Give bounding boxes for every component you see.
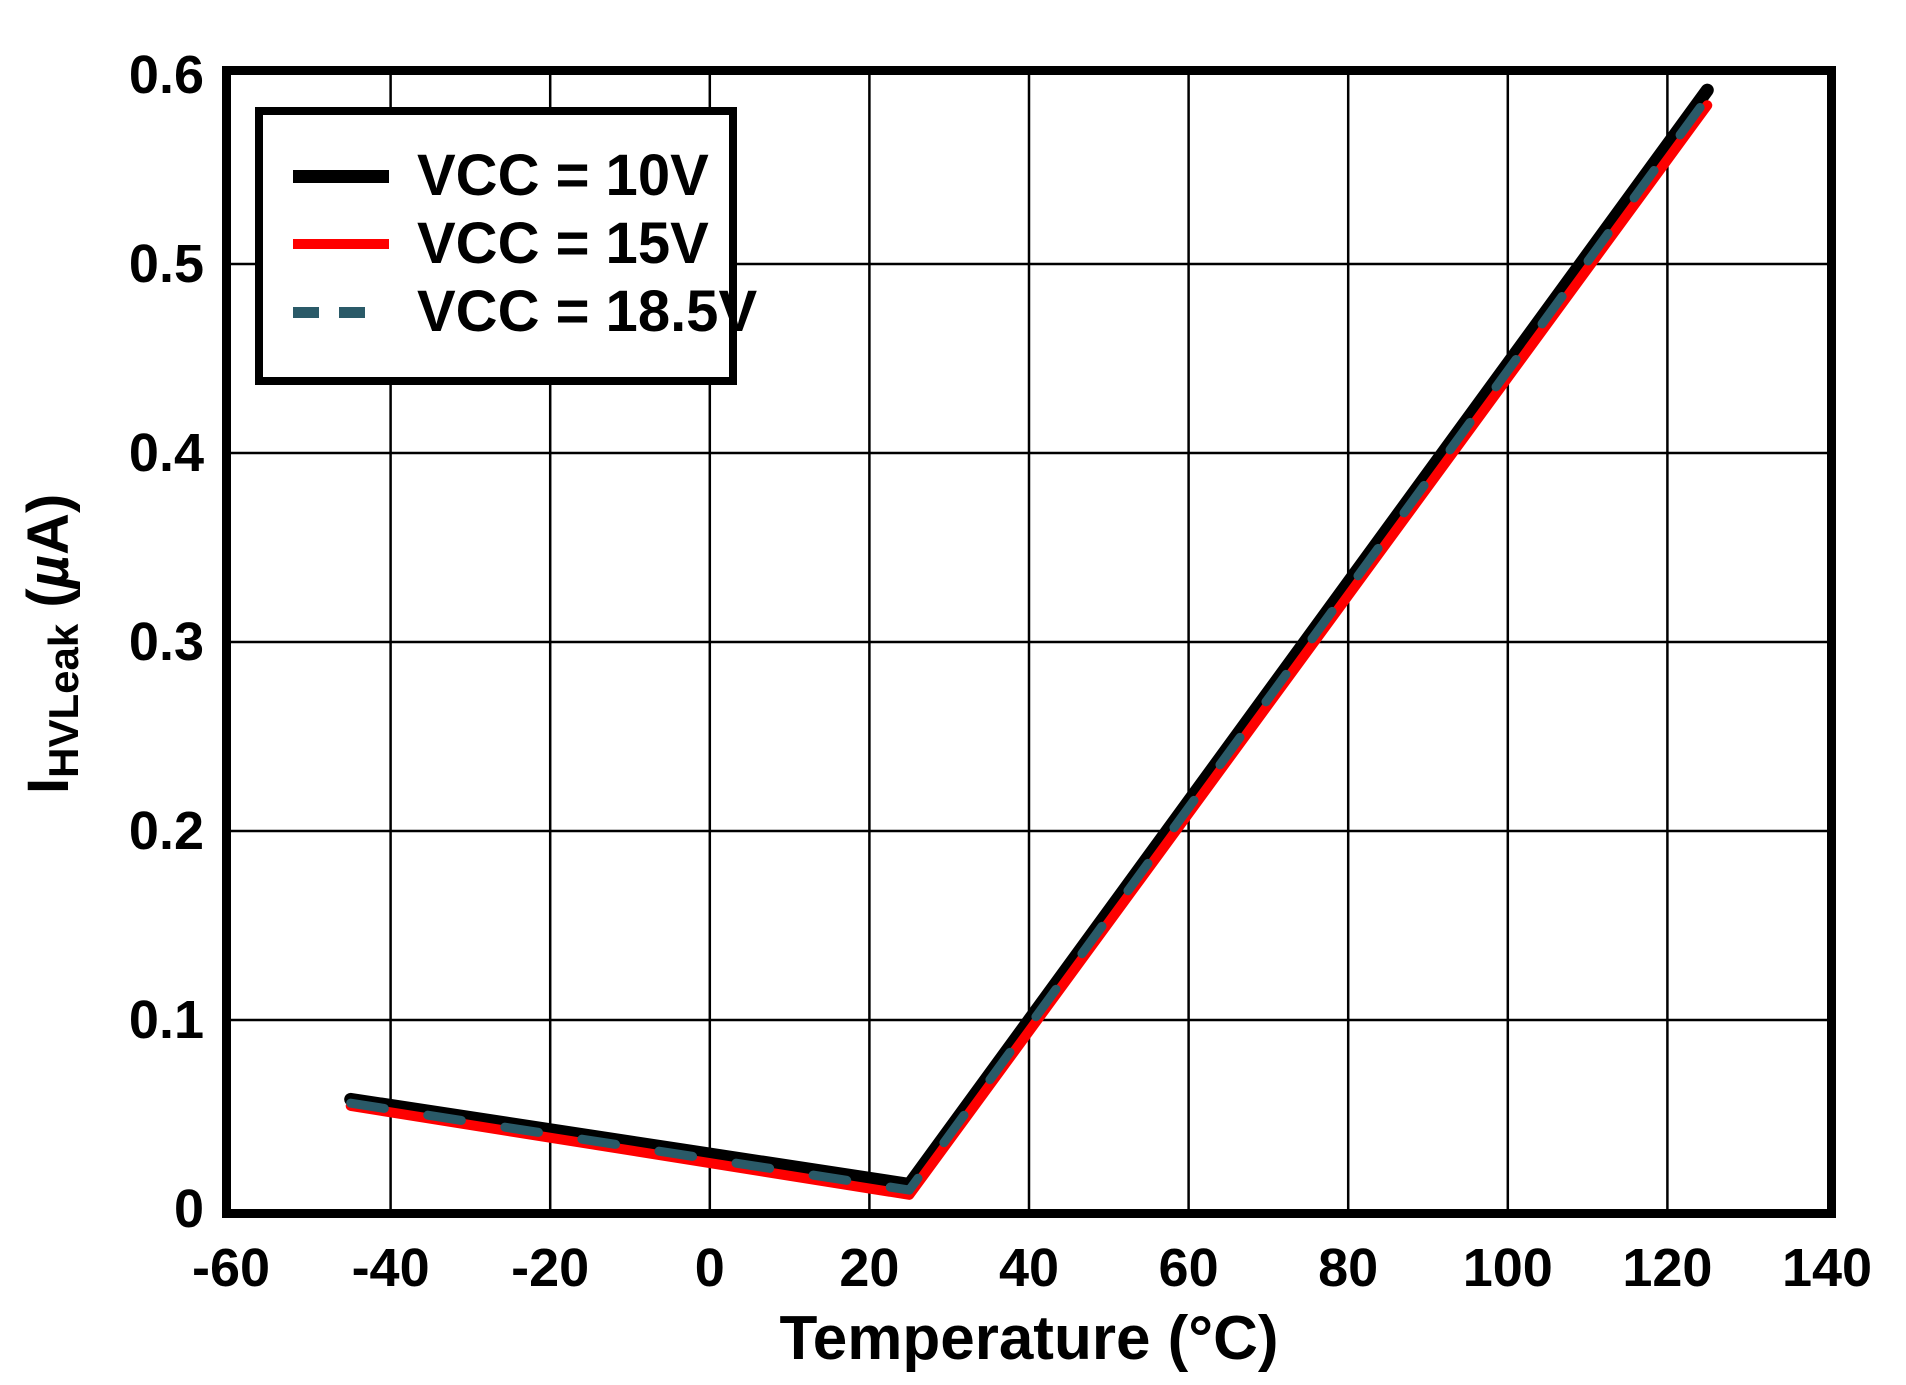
x-tick-label: -20	[511, 1238, 590, 1298]
legend-label: VCC = 18.5V	[417, 279, 758, 344]
series-line-vcc-18.5v	[346, 93, 1712, 1195]
x-tick-label: -40	[351, 1238, 430, 1298]
y-axis-unit-mu: µ	[16, 554, 81, 589]
legend-swatch-solid-black-line	[293, 169, 389, 183]
y-axis-symbol: I	[16, 777, 81, 794]
legend-swatch-solid-red-line	[293, 239, 389, 249]
y-tick-label: 0.6	[128, 45, 204, 105]
x-tick-label: -60	[191, 1238, 271, 1298]
y-tick-label: 0.2	[128, 801, 204, 861]
y-tick-label: 0.5	[128, 234, 204, 294]
x-tick-label: 140	[1781, 1238, 1873, 1298]
x-tick-label: 100	[1462, 1238, 1553, 1298]
x-tick-label: 80	[1318, 1238, 1379, 1298]
y-tick-label: 0.4	[128, 423, 204, 483]
legend-label: VCC = 10V	[417, 143, 709, 208]
y-tick-label: 0.3	[128, 612, 204, 672]
x-tick-label: 20	[839, 1238, 900, 1298]
legend-swatch-dashed-teal-line	[293, 306, 389, 318]
x-tick-label: 40	[998, 1238, 1060, 1298]
y-axis-unit-close: A)	[16, 493, 81, 555]
legend-item: VCC = 10V	[263, 142, 729, 210]
legend-item: VCC = 18.5V	[263, 278, 757, 346]
x-tick-label: 120	[1622, 1238, 1713, 1298]
y-tick-label: 0.1	[128, 990, 204, 1050]
x-axis-title: Temperature (°C)	[779, 1304, 1279, 1373]
legend-label: VCC = 15V	[417, 211, 709, 276]
legend-item: VCC = 15V	[263, 210, 729, 278]
x-tick-label: 0	[694, 1238, 725, 1298]
x-tick-label: 60	[1158, 1238, 1219, 1298]
y-tick-label: 0	[173, 1179, 204, 1239]
legend-box: VCC = 10V VCC = 15V VCC = 18.5V	[255, 107, 757, 385]
